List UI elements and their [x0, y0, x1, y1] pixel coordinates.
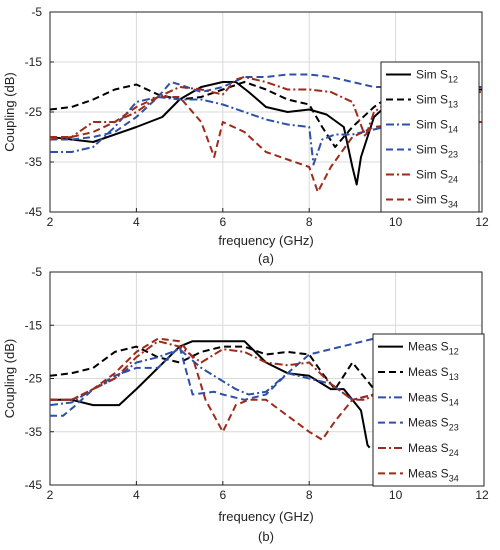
legend-entry-23: Meas S23	[408, 416, 459, 433]
series-line-34	[50, 337, 483, 441]
legend-entry-34: Sim S34	[416, 193, 458, 210]
series-line-34	[50, 96, 482, 193]
x-tick-label: 2	[47, 215, 54, 229]
y-tick-label: -45	[25, 478, 43, 492]
x-tick-label: 10	[389, 488, 403, 502]
panel-label: (a)	[258, 251, 274, 266]
legend-entry-12: Meas S12	[408, 340, 459, 357]
x-tick-label: 6	[219, 215, 226, 229]
chart-panel-a: 2 4 6 8 10 12 -5 -15 -25 -35 -45 frequency (GHz) Cou…	[2, 5, 489, 266]
x-tick-label: 6	[219, 488, 226, 502]
series-line-14	[50, 96, 483, 166]
y-axis-label: Coupling (dB)	[2, 72, 17, 152]
legend-box	[380, 61, 480, 213]
legend-entry-24: Sim S24	[416, 168, 458, 185]
legend-entry-14: Sim S14	[416, 118, 458, 135]
legend-entry-13: Sim S13	[416, 93, 458, 110]
legend-entry-12: Sim S12	[416, 68, 458, 85]
x-tick-label: 12	[475, 215, 489, 229]
x-tick-label: 8	[306, 488, 313, 502]
x-tick-label: 2	[47, 488, 54, 502]
x-axis-label: frequency (GHz)	[218, 509, 313, 524]
series-line-14	[49, 348, 482, 407]
x-tick-label: 8	[306, 215, 313, 229]
y-tick-label: -15	[25, 318, 43, 332]
x-tick-label: 12	[475, 488, 489, 502]
legend-entry-24: Meas S24	[408, 441, 459, 458]
y-axis-label: Coupling (dB)	[2, 339, 17, 419]
legend-entry-34: Meas S34	[408, 466, 459, 483]
series-line-13	[49, 345, 483, 438]
y-tick-label: -5	[31, 5, 42, 19]
y-tick-label: -25	[25, 105, 43, 119]
y-tick-label: -15	[25, 55, 43, 69]
y-tick-label: -25	[25, 372, 43, 386]
x-axis-label: frequency (GHz)	[218, 233, 313, 248]
panel-label: (b)	[258, 529, 274, 544]
series-line-23	[50, 73, 482, 141]
chart-panel-b: 2 4 6 8 10 12 -5 -15 -25 -35 -45 frequency (GHz) Cou…	[2, 265, 489, 544]
series-line-13	[49, 81, 482, 148]
legend-box	[372, 333, 485, 487]
legend-entry-14: Meas S14	[408, 390, 459, 407]
y-tick-label: -35	[25, 425, 43, 439]
x-tick-label: 10	[389, 215, 403, 229]
y-tick-label: -5	[31, 265, 42, 279]
y-tick-label: -45	[25, 205, 43, 219]
x-tick-label: 4	[133, 488, 140, 502]
legend: Meas S12 Meas S13 Meas S14 Meas S23 Meas S24…	[372, 333, 485, 487]
legend: Sim S12 Sim S13 Sim S14 Sim S23 Sim S24 Sim S…	[380, 61, 480, 213]
x-tick-label: 4	[133, 215, 140, 229]
legend-entry-23: Sim S23	[416, 143, 458, 160]
legend-entry-13: Meas S13	[408, 365, 459, 382]
y-tick-label: -35	[25, 155, 43, 169]
